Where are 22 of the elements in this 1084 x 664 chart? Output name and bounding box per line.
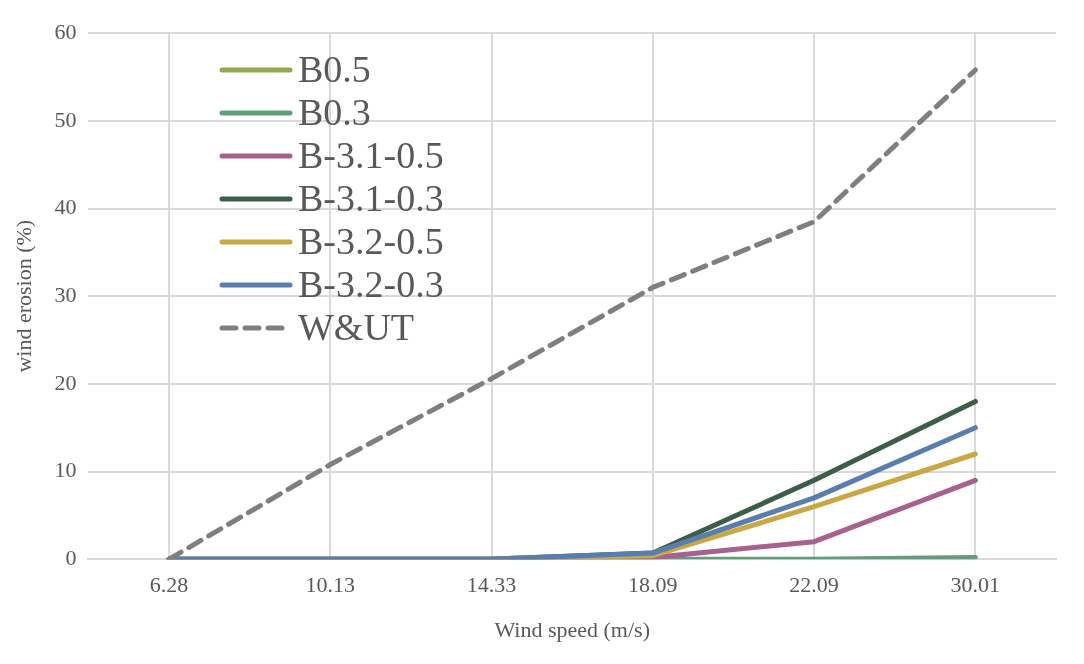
legend-label: W&UT <box>298 306 415 349</box>
legend-label: B-3.2-0.5 <box>298 220 444 263</box>
x-tick-label: 6.28 <box>149 572 189 598</box>
x-axis-title: Wind speed (m/s) <box>494 616 650 642</box>
x-tick-label: 30.01 <box>950 572 1001 598</box>
x-tick-label: 10.13 <box>305 572 356 598</box>
y-tick-label: 60 <box>54 18 77 44</box>
legend-label: B0.5 <box>298 48 371 91</box>
x-tick-label: 18.09 <box>628 572 678 598</box>
x-tick-label: 22.09 <box>789 572 839 598</box>
y-tick-label: 10 <box>54 457 77 483</box>
y-tick-label: 0 <box>65 544 77 570</box>
legend-label: B-3.1-0.5 <box>298 134 444 177</box>
legend-label: B-3.2-0.3 <box>298 263 444 306</box>
y-tick-label: 20 <box>54 369 77 395</box>
y-axis-title: wind erosion (%) <box>10 219 36 373</box>
y-tick-label: 30 <box>54 281 77 307</box>
x-tick-label: 14.33 <box>466 572 517 598</box>
y-tick-label: 50 <box>54 106 77 132</box>
y-tick-label: 40 <box>54 194 77 220</box>
legend-label: B0.3 <box>298 91 371 134</box>
legend-label: B-3.1-0.3 <box>298 177 444 220</box>
